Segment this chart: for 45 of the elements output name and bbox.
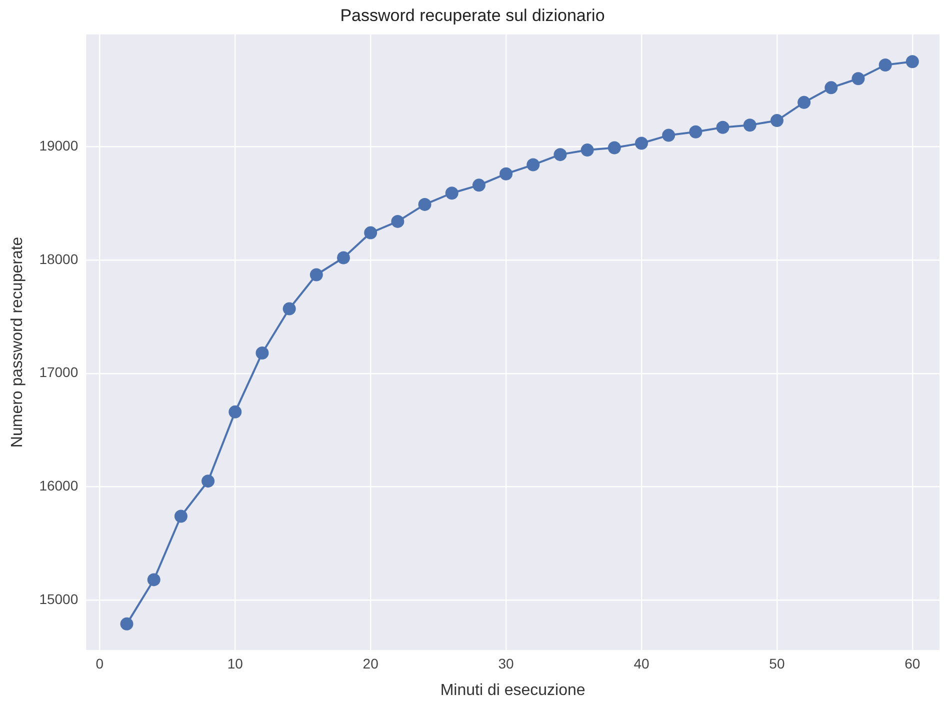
point	[906, 55, 919, 68]
point	[364, 226, 378, 240]
point	[202, 474, 215, 488]
point	[256, 346, 269, 360]
point	[662, 128, 676, 142]
x-tick-label: 30	[498, 655, 514, 672]
point	[554, 148, 567, 162]
y-tick-label: 15000	[39, 590, 78, 607]
point	[500, 167, 513, 180]
point	[608, 141, 621, 154]
point	[336, 251, 350, 264]
point	[526, 158, 540, 172]
x-tick-label: 0	[96, 655, 104, 672]
point	[310, 268, 323, 282]
point	[580, 144, 594, 157]
point	[147, 573, 160, 586]
point	[472, 178, 486, 192]
point	[743, 118, 756, 132]
y-tick-label: 18000	[39, 250, 78, 267]
x-tick-label: 40	[634, 655, 650, 672]
point	[391, 214, 404, 228]
y-tick-label: 16000	[39, 478, 78, 494]
point	[770, 114, 784, 128]
x-tick-label: 10	[227, 655, 244, 672]
point	[445, 186, 458, 200]
point	[824, 81, 838, 94]
x-axis-title: Minuti di esecuzione	[440, 682, 586, 699]
x-tick-label: 50	[769, 655, 785, 672]
point	[635, 136, 648, 150]
point	[174, 510, 188, 523]
y-axis-title: Numero password recuperate	[9, 236, 26, 448]
point	[282, 302, 296, 316]
point	[689, 125, 702, 138]
point	[798, 96, 811, 109]
chart-title: Password recuperate sul dizionario	[340, 6, 605, 25]
y-tick-label: 17000	[39, 364, 78, 380]
point	[878, 58, 892, 72]
x-tick-label: 20	[362, 655, 379, 672]
point	[120, 617, 134, 630]
point	[418, 198, 432, 211]
point	[228, 405, 242, 418]
point	[716, 120, 730, 134]
point	[852, 72, 865, 86]
x-tick-label: 60	[904, 655, 920, 672]
y-tick-label: 19000	[39, 137, 78, 154]
